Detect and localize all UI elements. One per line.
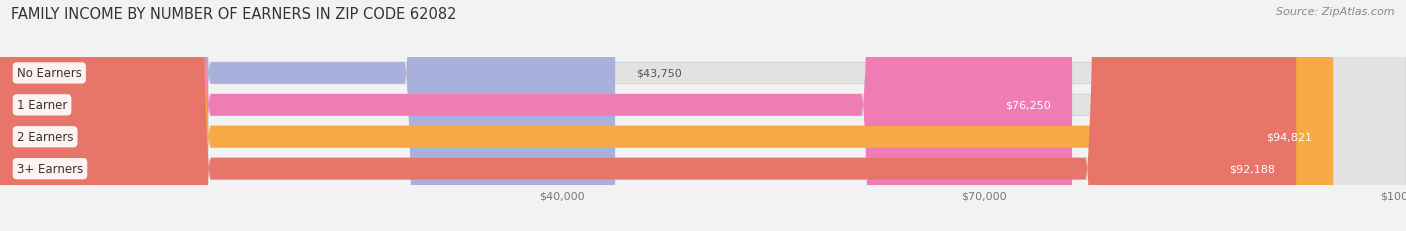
FancyBboxPatch shape — [0, 0, 616, 231]
FancyBboxPatch shape — [0, 0, 1333, 231]
Text: $76,250: $76,250 — [1005, 100, 1052, 110]
Text: FAMILY INCOME BY NUMBER OF EARNERS IN ZIP CODE 62082: FAMILY INCOME BY NUMBER OF EARNERS IN ZI… — [11, 7, 457, 22]
Text: 2 Earners: 2 Earners — [17, 131, 73, 144]
Text: 1 Earner: 1 Earner — [17, 99, 67, 112]
FancyBboxPatch shape — [0, 0, 1073, 231]
FancyBboxPatch shape — [0, 0, 1296, 231]
Text: $92,188: $92,188 — [1229, 164, 1275, 174]
Text: $43,750: $43,750 — [637, 69, 682, 79]
Text: 3+ Earners: 3+ Earners — [17, 162, 83, 175]
Text: Source: ZipAtlas.com: Source: ZipAtlas.com — [1277, 7, 1395, 17]
Text: No Earners: No Earners — [17, 67, 82, 80]
Text: $94,821: $94,821 — [1265, 132, 1312, 142]
